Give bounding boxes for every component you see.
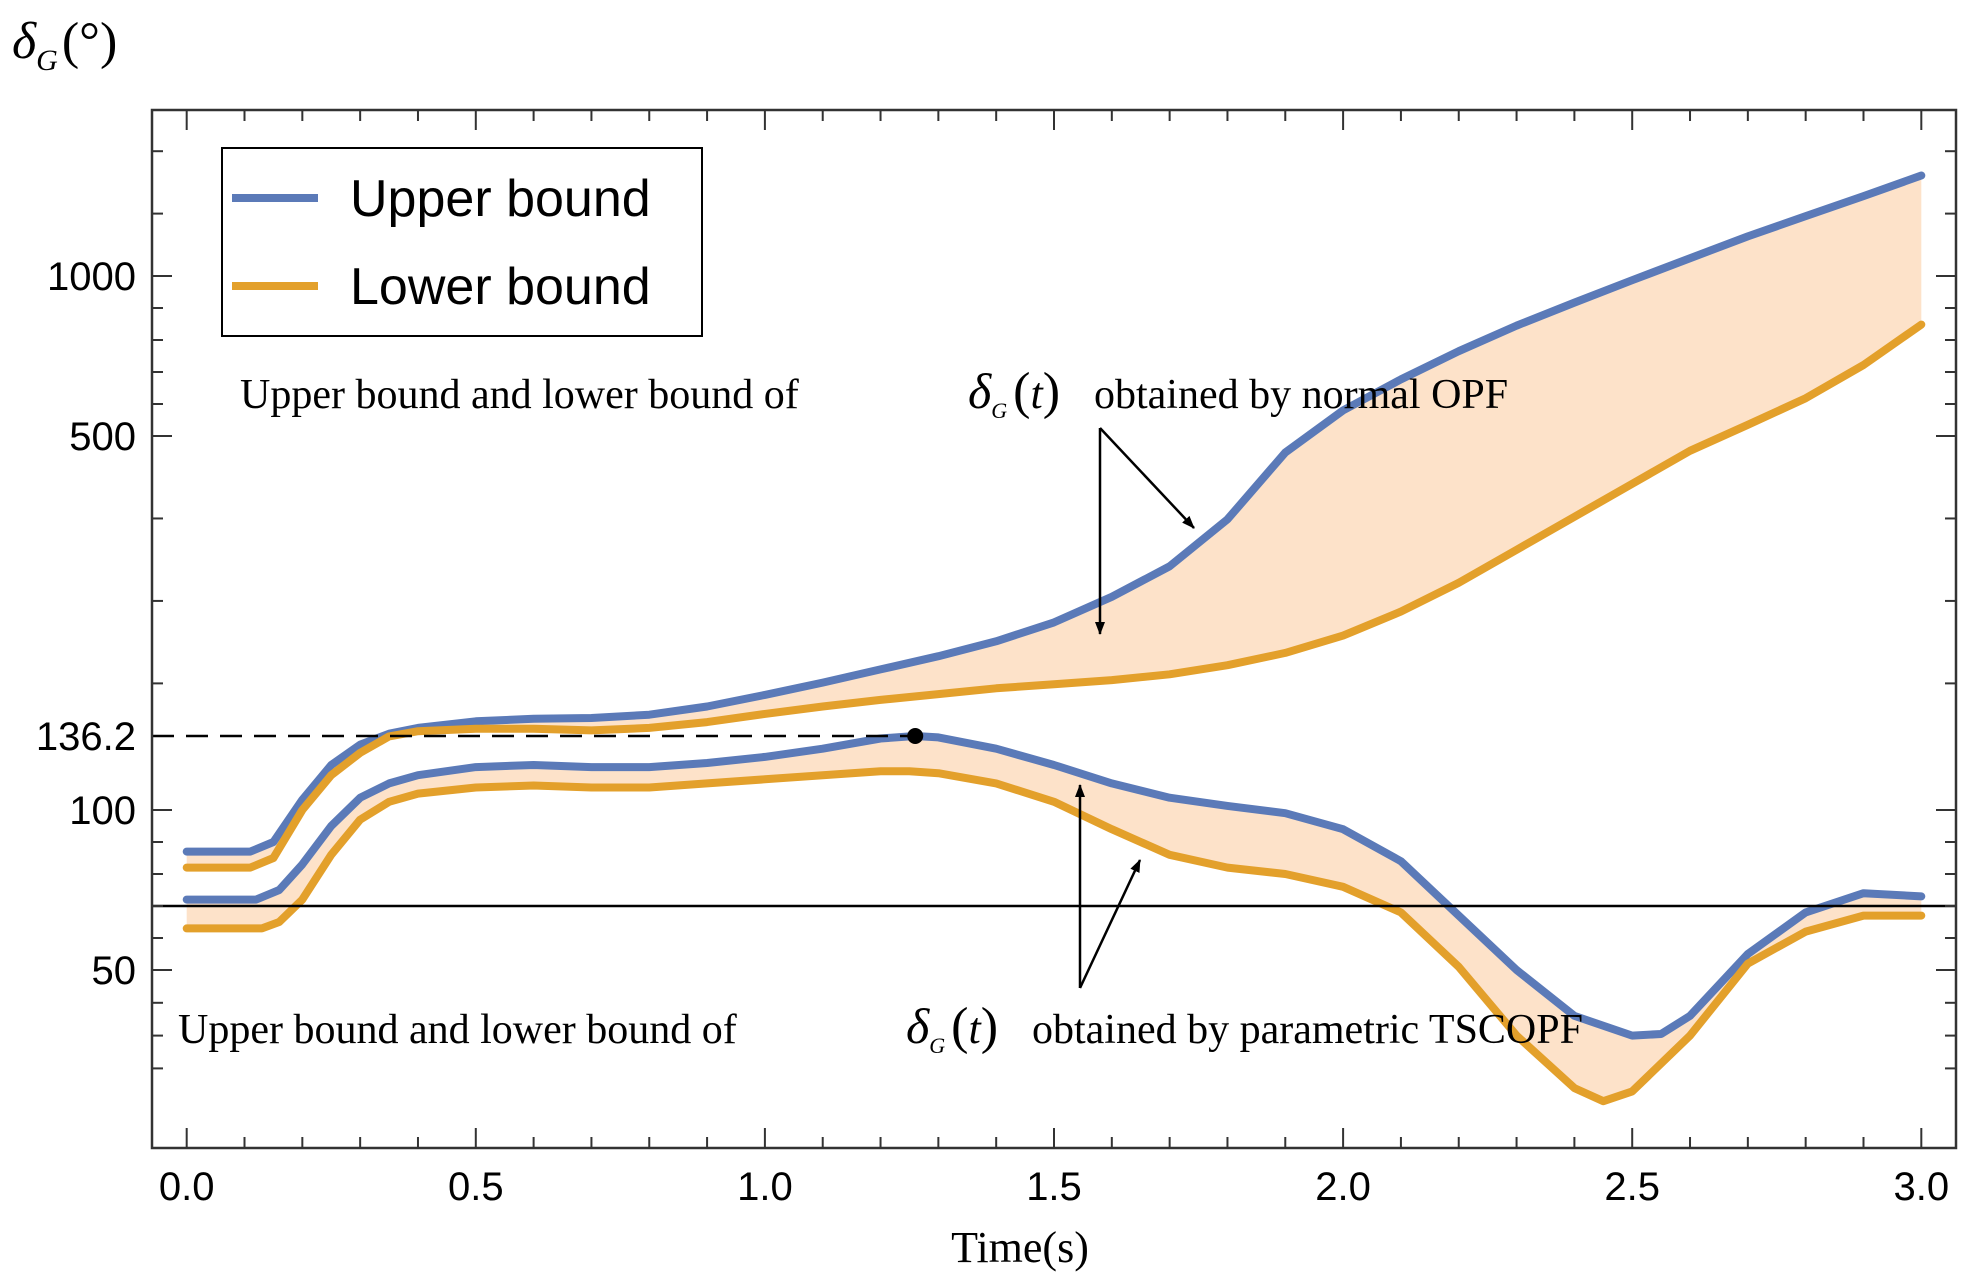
y-tick-label: 500 <box>69 415 136 459</box>
annotation-normal-opf: Upper bound and lower bound of δG (t) obt… <box>240 363 1508 423</box>
annotation-1-prefix: Upper bound and lower bound of <box>240 372 799 418</box>
annotation-1-arg: t <box>1030 369 1044 418</box>
y-tick-label: 1000 <box>47 255 136 299</box>
series-line-lower-normal-opf <box>182 320 1926 872</box>
annotation-2-arg: t <box>968 1004 982 1053</box>
y-tick-label: 50 <box>92 949 137 993</box>
annotation-parametric-tscopf: Upper bound and lower bound of δG (t) obt… <box>178 998 1583 1058</box>
x-axis-label: Time(s) <box>951 1223 1089 1272</box>
x-tick-label: 3.0 <box>1894 1165 1950 1209</box>
x-tick-label: 0.5 <box>448 1165 504 1209</box>
tick-labels-group: 0.0 0.5 1.0 1.5 2.0 2.5 3.0 50 100 136.2 500 1000 <box>36 255 1949 1209</box>
legend: Upper bound Lower bound <box>221 147 703 337</box>
y-tick-label: 100 <box>69 789 136 833</box>
y-axis-symbol: δ <box>12 13 37 70</box>
y-tick-label: 136.2 <box>36 715 136 759</box>
x-tick-label: 0.0 <box>159 1165 215 1209</box>
annotation-2-close-paren: ) <box>981 998 998 1055</box>
annotation-1-close-paren: ) <box>1043 363 1060 420</box>
y-axis-subscript: G <box>36 44 58 77</box>
ticks-group <box>152 110 1956 1148</box>
annotation-1-open-paren: ( <box>1013 363 1030 420</box>
annotation-2-open-paren: ( <box>951 998 968 1055</box>
annotation-1-symbol: δ <box>968 363 992 419</box>
legend-box <box>221 147 703 337</box>
x-tick-label: 2.0 <box>1315 1165 1371 1209</box>
series-line-upper-normal-opf <box>182 171 1926 856</box>
series-line-lower-parametric <box>182 767 1926 1106</box>
x-tick-label: 2.5 <box>1604 1165 1660 1209</box>
annotation-2-subscript: G <box>929 1033 945 1058</box>
annotation-2-arrow-b <box>1078 859 1142 989</box>
annotation-1-suffix: obtained by normal OPF <box>1094 372 1508 418</box>
legend-label-lower: Lower bound <box>350 258 651 316</box>
legend-label-upper: Upper bound <box>350 170 651 228</box>
series-line-upper-parametric <box>182 732 1926 1040</box>
x-tick-label: 1.0 <box>737 1165 793 1209</box>
y-axis-unit: (°) <box>62 13 117 70</box>
marked-point <box>907 728 924 744</box>
annotation-2-suffix: obtained by parametric TSCOPF <box>1032 1007 1583 1053</box>
y-axis-label: δG(°) <box>12 13 117 77</box>
band-normal-opf <box>186 175 1922 868</box>
annotation-2-symbol: δ <box>906 998 930 1054</box>
x-tick-label: 1.5 <box>1026 1165 1082 1209</box>
annotation-1-arrow-b <box>1099 427 1195 529</box>
annotation-2-prefix: Upper bound and lower bound of <box>178 1007 737 1053</box>
annotation-1-subscript: G <box>991 398 1007 423</box>
